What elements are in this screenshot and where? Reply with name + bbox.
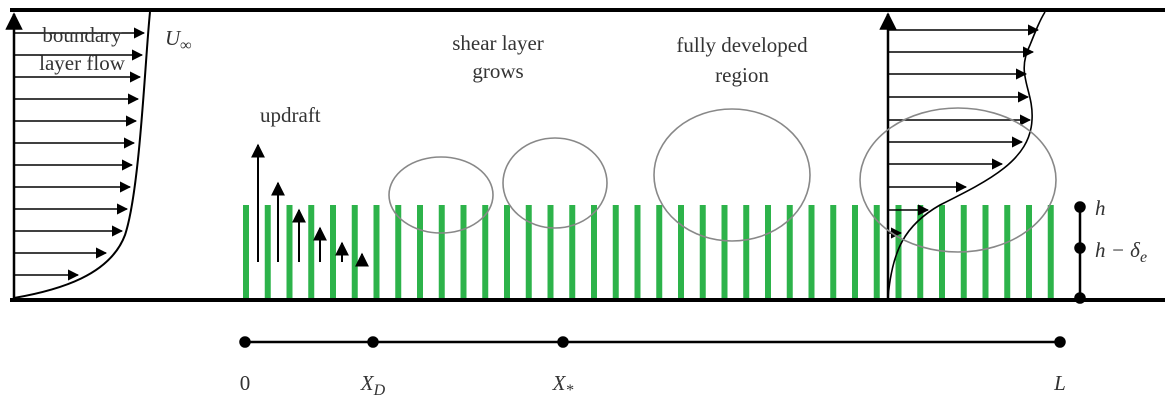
canopy-bar xyxy=(786,205,793,300)
eddy xyxy=(653,108,811,242)
eddy xyxy=(859,107,1057,253)
canopy-bar xyxy=(808,205,815,300)
canopy-bar xyxy=(873,205,880,300)
dot xyxy=(1074,201,1086,213)
canopy-bar xyxy=(721,205,728,300)
canopy-bar xyxy=(1026,205,1032,300)
canopy-bar xyxy=(1047,205,1054,300)
canopy-bar xyxy=(743,205,750,300)
label: fully developed xyxy=(676,33,808,57)
dot xyxy=(239,336,251,348)
axis-label: 0 xyxy=(240,371,251,395)
h-delta-label: h − δe xyxy=(1095,238,1147,266)
canopy-bar xyxy=(939,205,945,300)
profile-arrows xyxy=(14,24,1040,281)
canopy-bar xyxy=(852,205,858,300)
label: shear layer xyxy=(452,31,544,55)
eddy xyxy=(388,156,494,234)
inflow-profile xyxy=(13,11,151,299)
canopy-bars xyxy=(243,205,1054,300)
canopy-bar xyxy=(612,205,619,300)
label: updraft xyxy=(260,103,321,127)
canopy-bar xyxy=(699,205,706,300)
dot xyxy=(557,336,569,348)
canopy-bar xyxy=(1004,205,1011,300)
subscript: D xyxy=(373,382,386,399)
canopy-bar xyxy=(286,205,293,300)
canopy-bar xyxy=(547,205,554,300)
label: boundary xyxy=(42,23,122,47)
subscript: e xyxy=(1140,249,1147,266)
axis-label: X* xyxy=(552,371,574,399)
canopy-bar xyxy=(243,205,249,300)
canopy-bar xyxy=(308,205,315,300)
label: grows xyxy=(472,59,523,83)
canopy-bar xyxy=(504,205,510,300)
updraft-arrows xyxy=(251,143,369,267)
canopy-bar xyxy=(482,205,489,300)
label: region xyxy=(715,63,769,87)
height-marker xyxy=(1074,201,1086,304)
canopy-bar xyxy=(569,205,576,300)
axis-label: XD xyxy=(360,371,386,399)
dot xyxy=(1074,242,1086,254)
canopy-bar xyxy=(264,205,271,300)
symbol: X xyxy=(360,371,375,395)
eddies xyxy=(388,107,1057,253)
axis-label: L xyxy=(1053,371,1066,395)
canopy-bar xyxy=(351,205,358,300)
subscript: * xyxy=(565,382,573,399)
symbol: U xyxy=(165,26,182,50)
stream-axis xyxy=(239,336,1066,348)
h-label: h xyxy=(1095,196,1106,220)
canopy-bar xyxy=(895,205,902,300)
canopy-bar xyxy=(373,205,380,300)
subscript: ∞ xyxy=(180,37,191,54)
dot xyxy=(367,336,379,348)
canopy-bar xyxy=(460,205,467,300)
symbol: h − δ xyxy=(1095,238,1141,262)
canopy-bar xyxy=(656,205,663,300)
dot xyxy=(1054,336,1066,348)
canopy-bar xyxy=(395,205,402,300)
eddy xyxy=(502,137,608,229)
canopy-bar xyxy=(830,205,837,300)
canopy-bar xyxy=(765,205,771,300)
dot xyxy=(1074,292,1086,304)
canopy-bar xyxy=(591,205,597,300)
canopy-bar xyxy=(438,205,445,300)
canopy-bar xyxy=(982,205,989,300)
canopy-bar xyxy=(678,205,684,300)
u-infinity: U∞ xyxy=(165,26,192,54)
canopy-bar xyxy=(330,205,336,300)
label: layer flow xyxy=(39,51,126,75)
canopy-bar xyxy=(525,205,532,300)
canopy-bar xyxy=(417,205,423,300)
canopy-bar xyxy=(917,205,924,300)
outflow-profile xyxy=(887,11,1046,299)
symbol: X xyxy=(552,371,567,395)
canopy-bar xyxy=(634,205,641,300)
